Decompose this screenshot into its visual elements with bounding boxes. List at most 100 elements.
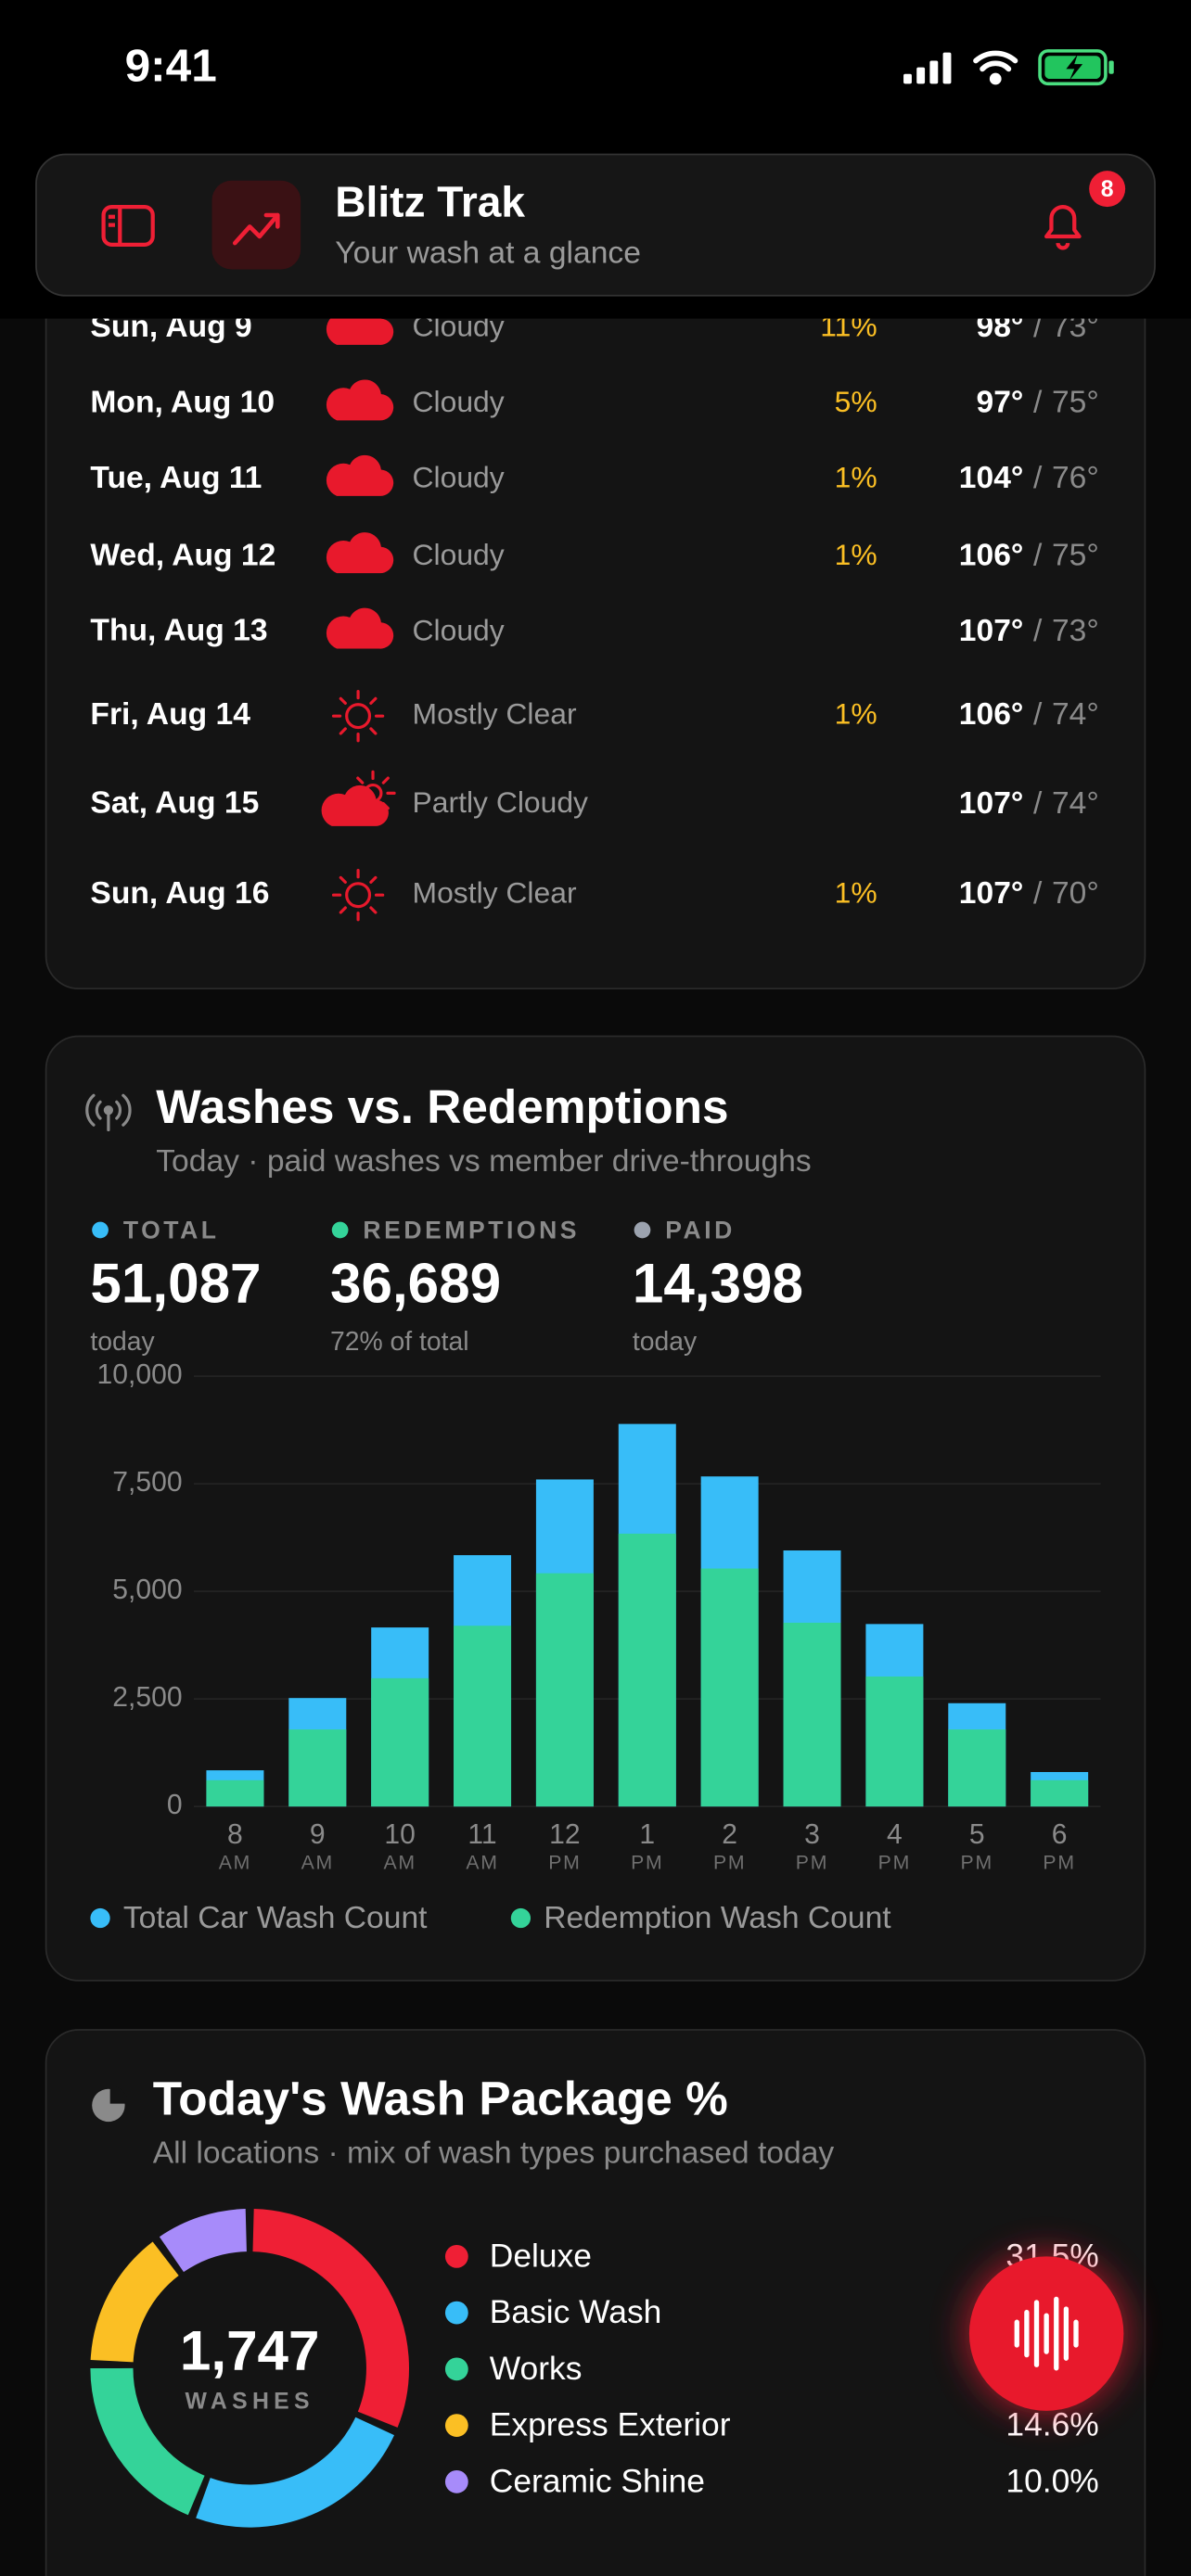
app-subtitle: Your wash at a glance <box>335 236 641 270</box>
separator: / <box>1033 461 1043 495</box>
stat-note: today <box>90 1327 155 1357</box>
sun-ray <box>369 875 378 885</box>
weather-icon <box>326 607 394 649</box>
sun-ray <box>369 906 378 914</box>
stat-dot <box>92 1221 109 1239</box>
y-tick-label: 2,500 <box>112 1682 182 1713</box>
bar <box>865 1676 924 1807</box>
separator: / <box>1033 697 1043 732</box>
legend-label: Deluxe <box>490 2237 592 2274</box>
condition: Cloudy <box>413 613 505 646</box>
precip: 1% <box>835 461 877 494</box>
legend-label: Redemption Wash Count <box>544 1901 891 1935</box>
stat-value: 36,689 <box>330 1251 501 1314</box>
donut-segment <box>90 2367 206 2516</box>
app-title: Blitz Trak <box>335 178 525 226</box>
precip: 5% <box>835 385 877 418</box>
donut-total: 1,747 <box>180 2319 320 2382</box>
notification-button[interactable]: 8 <box>1044 171 1126 250</box>
x-tick-period: PM <box>548 1852 581 1874</box>
precip: 1% <box>835 697 877 731</box>
bar <box>371 1677 429 1807</box>
package-card <box>45 2029 1146 2576</box>
day: Fri, Aug 14 <box>90 697 250 732</box>
legend-label: Express Exterior <box>490 2406 731 2443</box>
cloud <box>321 784 389 826</box>
bar <box>948 1729 1006 1807</box>
notification-badge: 8 <box>1101 177 1114 202</box>
stat-label: TOTAL <box>123 1216 220 1243</box>
donut-label: WASHES <box>186 2390 314 2415</box>
sun-ray <box>339 727 347 735</box>
x-tick-label: 10 <box>384 1819 415 1850</box>
sun-ray <box>381 776 390 784</box>
day: Thu, Aug 13 <box>90 614 267 648</box>
legend-dot <box>444 2301 468 2325</box>
bar <box>454 1626 512 1807</box>
low: 75° <box>1052 386 1099 420</box>
stat-note: 72% of total <box>330 1327 469 1357</box>
low: 75° <box>1052 538 1099 572</box>
washes-chart: TOTAL 51,087 today REDEMPTIONS 36,689 72% of … <box>90 1216 1101 1935</box>
wifi-icon <box>973 50 1018 85</box>
sun-ray <box>356 776 365 784</box>
donut-segment <box>159 2209 248 2273</box>
signal-icon <box>903 52 952 84</box>
battery-icon <box>1038 49 1114 86</box>
temps: 107° / 73° <box>959 614 1099 648</box>
weather-icon <box>331 689 385 743</box>
x-tick-period: AM <box>301 1852 334 1874</box>
low: 73° <box>1052 614 1099 648</box>
voice-button[interactable] <box>964 2251 1129 2417</box>
y-tick-label: 7,500 <box>112 1467 182 1498</box>
cloud <box>326 532 394 574</box>
x-tick-period: PM <box>961 1852 993 1874</box>
day: Wed, Aug 12 <box>90 538 275 572</box>
condition: Partly Cloudy <box>413 785 589 819</box>
stat-value: 14,398 <box>633 1251 803 1314</box>
separator: / <box>1033 386 1043 420</box>
x-tick-period: AM <box>219 1852 251 1874</box>
stat-dot <box>331 1221 349 1239</box>
stat-label: PAID <box>665 1216 736 1243</box>
cloud <box>326 607 394 649</box>
bar <box>700 1568 759 1807</box>
bar <box>1031 1779 1089 1807</box>
y-tick-label: 10,000 <box>97 1359 183 1390</box>
separator: / <box>1033 876 1043 911</box>
x-tick-period: PM <box>796 1852 828 1874</box>
x-tick-label: 4 <box>887 1819 903 1850</box>
card-title: Today's Wash Package % <box>153 2072 728 2124</box>
separator: / <box>1033 786 1043 821</box>
temps: 104° / 76° <box>959 461 1099 495</box>
sun-ray <box>339 875 347 885</box>
condition: Mostly Clear <box>413 876 577 910</box>
condition: Cloudy <box>413 538 505 571</box>
low: 74° <box>1052 697 1099 732</box>
temps: 107° / 74° <box>959 786 1099 821</box>
precip: 1% <box>835 876 877 910</box>
sidebar-button[interactable] <box>101 205 155 248</box>
separator: / <box>1033 614 1043 648</box>
high: 107° <box>959 876 1024 911</box>
stat-value: 51,087 <box>90 1251 261 1314</box>
sun <box>331 689 385 743</box>
bar <box>288 1729 347 1807</box>
bar <box>618 1533 676 1807</box>
day: Tue, Aug 11 <box>90 461 262 495</box>
sun-ray <box>369 696 378 705</box>
bar <box>535 1573 594 1807</box>
day: Sun, Aug 16 <box>90 876 269 911</box>
donut-segment <box>90 2241 180 2363</box>
sun-core <box>345 882 372 909</box>
x-tick-label: 6 <box>1052 1819 1068 1850</box>
sun-core <box>345 703 372 730</box>
weather-icon <box>326 379 394 421</box>
x-tick-period: PM <box>878 1852 911 1874</box>
legend-dot <box>444 2414 468 2437</box>
sun <box>331 869 385 922</box>
condition: Cloudy <box>413 461 505 494</box>
cloud <box>326 379 394 421</box>
